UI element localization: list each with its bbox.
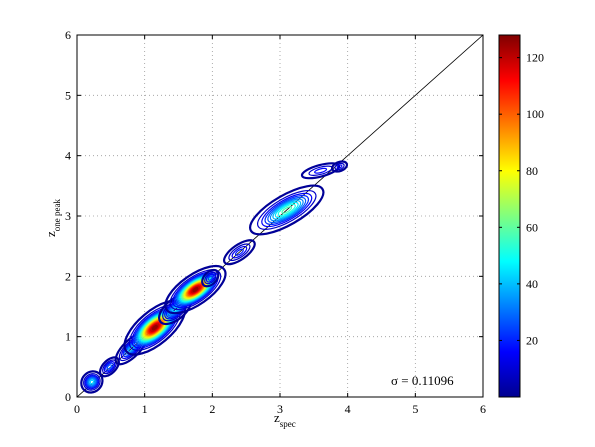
density-cluster: [123, 299, 187, 356]
contour-level: [277, 203, 296, 217]
density-contours: [80, 160, 349, 394]
y-tick-label: 0: [65, 390, 71, 404]
sigma-annotation: σ = 0.11096: [391, 373, 454, 388]
contour-level: [106, 364, 113, 370]
contour-level: [336, 164, 343, 169]
x-tick-label: 1: [142, 402, 148, 416]
x-tick-label: 5: [412, 402, 418, 416]
contour-level: [83, 373, 101, 391]
contour-level: [261, 192, 313, 228]
x-tick-label: 0: [74, 402, 80, 416]
contour-level: [164, 264, 227, 315]
contour-level: [269, 198, 304, 222]
density-cluster: [331, 160, 349, 173]
contour-level: [103, 361, 116, 373]
y-axis-label: zone peak: [43, 198, 62, 237]
contour-level: [264, 194, 310, 225]
contour-level: [257, 190, 317, 230]
colorbar-tick-label: 60: [526, 220, 538, 234]
contour-level: [204, 271, 217, 285]
colorbar-ticks: 20 40 60 80 100 120: [499, 51, 544, 347]
contour-level: [314, 167, 328, 174]
x-ticks: 0 1 2 3 4 5 6: [74, 35, 486, 416]
contour-level: [331, 160, 349, 173]
y-tick-label: 1: [65, 330, 71, 344]
colorbar: [498, 34, 521, 398]
colorbar-tick-label: 20: [526, 333, 538, 347]
contour-level: [228, 243, 251, 261]
contour-level: [87, 377, 97, 387]
contour-level: [201, 268, 220, 288]
y-ticks: 0 1 2 3 4 5 6: [65, 28, 483, 404]
contour-level: [223, 239, 256, 266]
contour-level: [122, 340, 140, 358]
x-tick-label: 3: [277, 402, 283, 416]
contour-level: [151, 324, 158, 331]
contour-level: [192, 287, 199, 293]
contour-level: [281, 206, 293, 214]
contour-level: [300, 162, 341, 180]
contour-level: [172, 271, 219, 308]
x-tick-label: 4: [345, 402, 351, 416]
x-tick-label: 2: [209, 402, 215, 416]
contour-level: [205, 273, 215, 283]
y-tick-label: 3: [65, 209, 71, 223]
contour-level: [169, 269, 222, 310]
x-tick-label: 6: [480, 402, 486, 416]
contour-level: [334, 162, 345, 171]
y-tick-label: 2: [65, 269, 71, 283]
contour-level: [105, 362, 114, 372]
contour-level: [272, 200, 302, 220]
contour-level: [231, 245, 248, 259]
contour-level: [85, 375, 99, 389]
x-axis-label: zspec: [274, 410, 296, 429]
y-tick-label: 6: [65, 28, 71, 42]
contour-level: [249, 184, 325, 236]
density-cluster: [223, 239, 256, 266]
contour-level: [86, 376, 98, 388]
contour-level: [89, 379, 95, 385]
colorbar-tick-label: 40: [526, 277, 538, 291]
y-tick-label: 5: [65, 88, 71, 102]
colorbar-tick-label: 120: [526, 51, 544, 65]
contour-level: [84, 374, 100, 390]
contour-level: [88, 378, 96, 386]
contour-level: [267, 196, 307, 224]
density-cluster: [201, 268, 220, 288]
contour-level: [274, 201, 299, 219]
y-tick-label: 4: [65, 149, 71, 163]
contour-level: [98, 356, 120, 378]
colorbar-tick-label: 100: [526, 107, 544, 121]
contour-level: [207, 275, 213, 281]
contour-level: [234, 248, 244, 256]
colorbar-tick-label: 80: [526, 164, 538, 178]
density-cluster: [80, 370, 104, 394]
density-cluster: [249, 184, 325, 236]
density-cluster: [98, 356, 120, 378]
